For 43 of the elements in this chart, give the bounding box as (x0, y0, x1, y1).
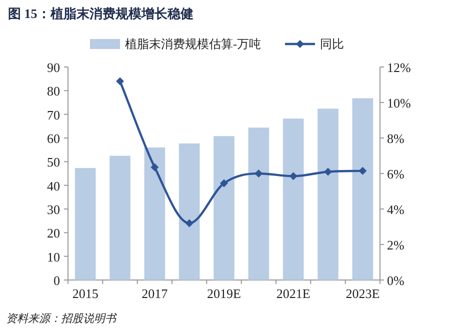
y-tick-label: 10 (47, 249, 60, 264)
y-tick-label: 60 (47, 131, 60, 146)
y2-tick-label: 2% (387, 238, 404, 252)
y2-tick-label: 4% (387, 202, 404, 217)
point (254, 170, 263, 178)
x-tick-label: 2019E (207, 286, 242, 301)
y2-tick-label: 0% (387, 273, 404, 288)
x-tick-label: 2023E (346, 286, 380, 301)
y-tick-label: 0 (54, 273, 60, 288)
x-tick-label: 2017 (142, 286, 168, 301)
x-tick-label: 2021E (276, 286, 310, 301)
y-tick-label: 20 (47, 226, 60, 241)
point (150, 163, 159, 172)
point (324, 168, 332, 176)
point (358, 166, 367, 175)
y-tick-label: 90 (47, 60, 60, 75)
y-tick-label: 30 (47, 202, 60, 217)
y-tick-label: 40 (47, 178, 60, 194)
bar (144, 147, 166, 280)
legend-label: 同比 (320, 37, 344, 51)
y2-tick-label: 8% (387, 131, 404, 146)
bar (74, 168, 96, 280)
bar (248, 128, 270, 280)
chart-title: 图 15：植脂末消费规模增长稳健 (8, 6, 194, 21)
bar (282, 118, 304, 280)
bar (214, 136, 234, 280)
bar (178, 143, 200, 280)
point (116, 77, 124, 86)
bar (352, 98, 374, 280)
y-tick-label: 50 (47, 154, 60, 170)
y2-tick-label: 10% (387, 96, 411, 110)
point (185, 219, 194, 228)
y2-tick-label: 6% (387, 166, 404, 182)
y-tick-label: 70 (47, 107, 60, 122)
y-tick-label: 80 (47, 84, 60, 99)
y2-tick-label: 12% (387, 60, 411, 75)
point (289, 172, 298, 180)
text: 资料来源：招股说明书 (6, 312, 118, 325)
x-tick-label: 2015 (72, 286, 98, 301)
bar (110, 156, 130, 280)
bar (318, 108, 338, 280)
legend-label: 植脂末消费规模估算-万吨 (125, 37, 261, 51)
point (220, 179, 228, 188)
